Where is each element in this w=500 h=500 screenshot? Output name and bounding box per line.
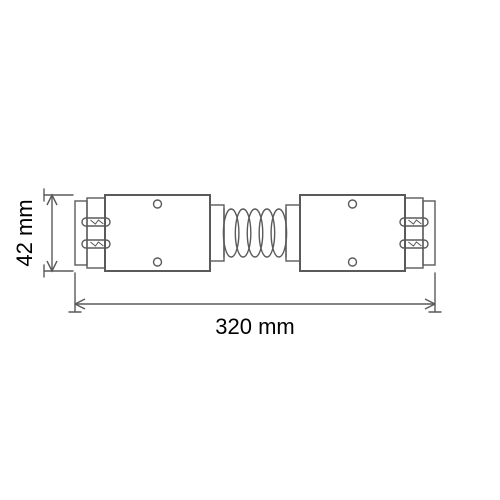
width-dimension-label: 320 mm bbox=[215, 314, 294, 339]
height-dimension-label: 42 mm bbox=[12, 199, 37, 266]
connector-diagram: 320 mm 42 mm bbox=[0, 0, 500, 500]
